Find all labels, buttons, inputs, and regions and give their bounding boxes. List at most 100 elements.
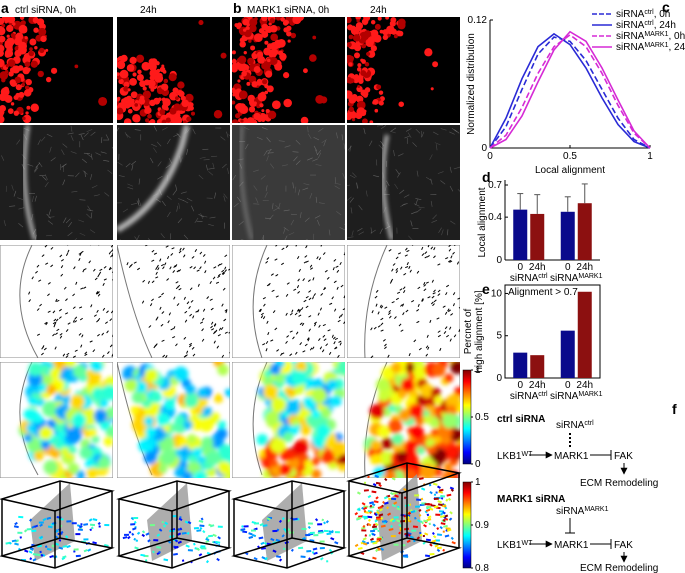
alignment-patch: [379, 426, 391, 438]
cell-signal: [259, 103, 264, 108]
fiber-3d: [281, 517, 285, 521]
cell-signal: [40, 35, 47, 43]
fiber-3d: [29, 547, 34, 552]
cell-signal: [150, 67, 154, 71]
cell-signal: [239, 41, 246, 48]
orientation-dash: [452, 303, 455, 307]
alignment-patch: [70, 394, 85, 409]
orientation-dash: [307, 338, 310, 342]
cell-signal: [355, 17, 361, 21]
cell-signal: [261, 62, 269, 70]
fiber: [295, 160, 301, 165]
cell-signal: [237, 79, 241, 83]
fiber-3d: [416, 536, 421, 540]
fiber: [209, 216, 216, 219]
label-part: siRNA: [616, 9, 645, 20]
orientation-dash: [380, 305, 384, 309]
cell-signal: [176, 90, 183, 96]
orientation-dash: [133, 261, 137, 264]
fiber: [32, 196, 34, 203]
fiber-3d: [391, 519, 396, 523]
orientation-dash: [162, 266, 165, 270]
orientation-dash: [155, 271, 158, 275]
alignment-patch: [270, 396, 287, 413]
fiber: [266, 137, 271, 143]
plane: [262, 483, 307, 561]
fiber-3d: [424, 554, 430, 558]
alignment-patch: [99, 399, 108, 408]
fiber-3d: [54, 542, 60, 546]
orientation-dash: [195, 310, 199, 313]
cell-signal: [292, 17, 302, 25]
fiber: [347, 196, 352, 201]
alignment-patch: [40, 440, 51, 450]
orientation-dash: [375, 289, 379, 293]
fiber: [186, 197, 193, 202]
orientation-dash: [343, 320, 345, 324]
orientation-dash: [396, 291, 401, 294]
orientation-dash: [155, 276, 159, 279]
cell-signal: [385, 17, 389, 20]
alignment-patch: [177, 437, 188, 447]
fiber-3d: [357, 547, 363, 550]
orientation-dash: [213, 266, 217, 269]
orientation-dash: [58, 308, 62, 312]
cell-signal: [261, 109, 265, 113]
orientation-dash: [224, 269, 228, 273]
orientation-dash: [79, 252, 82, 257]
fiber: [293, 156, 298, 162]
cell-signal: [181, 99, 189, 108]
orientation-dash: [266, 320, 269, 324]
fiber-3d: [379, 508, 383, 512]
orientation-dash: [36, 308, 40, 311]
cell-signal: [190, 111, 196, 116]
orientation-dash: [320, 245, 323, 247]
orientation-dash: [196, 269, 200, 272]
fiber-3d: [391, 477, 396, 481]
fiber: [253, 169, 259, 173]
cell-signal: [356, 67, 362, 72]
fiber-3d: [354, 543, 359, 548]
node: MARK1: [554, 540, 589, 551]
cell-signal: [362, 118, 368, 123]
fiber-3d: [29, 518, 33, 522]
orientation-dash: [293, 288, 297, 291]
orientation-dash: [391, 301, 395, 304]
fiber: [223, 195, 226, 202]
cell-signal: [249, 18, 258, 27]
orientation-dash: [323, 338, 327, 341]
orientation-dash: [209, 298, 213, 301]
cell-signal: [14, 49, 22, 58]
alignment-patch: [256, 433, 269, 446]
fiber-3d: [367, 494, 372, 499]
orientation-dash: [171, 247, 175, 250]
orientation-dash: [59, 335, 63, 339]
cell-signal: [264, 40, 269, 45]
orientation-dash: [427, 296, 431, 299]
alignment-patch: [330, 395, 342, 407]
fiber-3d: [374, 512, 378, 517]
fiber: [416, 170, 419, 177]
fiber-3d: [354, 512, 359, 516]
orientation-dash: [142, 279, 146, 283]
orientation-dash: [259, 308, 262, 312]
fiber: [65, 218, 71, 224]
fiber-3d: [260, 541, 265, 546]
cell-signal: [251, 81, 258, 88]
fiber: [349, 174, 356, 179]
orientation-dash: [47, 310, 51, 313]
fiber-3d: [375, 496, 379, 500]
orientation-dash: [439, 347, 442, 352]
panel-heading: ctrl siRNA, 0h: [15, 5, 76, 16]
fiber: [79, 199, 86, 201]
orientation-dash: [97, 291, 100, 295]
cell-signal: [160, 83, 168, 90]
orientation-dash: [384, 346, 387, 350]
cell-signal: [287, 39, 291, 43]
fiber-3d: [442, 518, 446, 523]
image-bg: [117, 245, 230, 358]
fiber-3d: [419, 533, 423, 537]
fiber-3d: [434, 544, 439, 548]
text: siRNA: [556, 420, 585, 431]
orientation-dash: [280, 262, 285, 266]
